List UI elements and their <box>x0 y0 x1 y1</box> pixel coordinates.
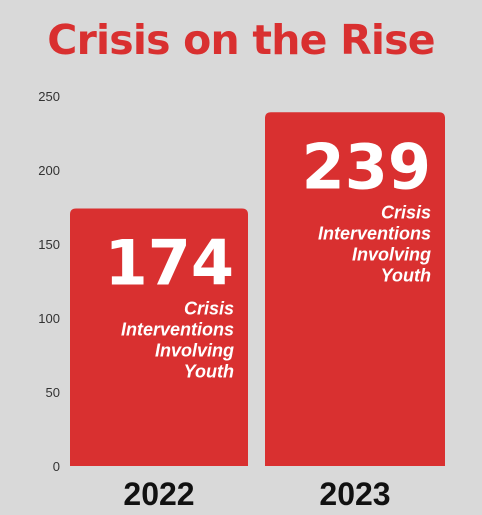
bar-sublabel-line: Youth <box>184 361 234 381</box>
bar-2023 <box>265 112 445 466</box>
bar-2022 <box>70 208 248 467</box>
bar-sublabel-line: Involving <box>352 244 431 264</box>
y-tick-label: 200 <box>38 163 60 178</box>
y-tick-label: 50 <box>46 385 60 400</box>
bar-sublabel-line: Youth <box>381 265 431 285</box>
chart-title: Crisis on the Rise <box>47 16 435 64</box>
bar-sublabel-line: Involving <box>155 340 234 360</box>
bar-sublabel-line: Crisis <box>381 202 431 222</box>
bar-sublabel-line: Interventions <box>121 319 234 339</box>
y-tick-label: 100 <box>38 311 60 326</box>
y-tick-label: 250 <box>38 89 60 104</box>
x-category-label: 2022 <box>123 476 194 512</box>
x-category-label: 2023 <box>319 476 390 512</box>
bar-sublabel-line: Interventions <box>318 223 431 243</box>
y-tick-label: 150 <box>38 237 60 252</box>
bar-value-label: 239 <box>302 130 431 203</box>
bar-sublabel-line: Crisis <box>184 298 234 318</box>
bar-value-label: 174 <box>105 226 234 299</box>
y-tick-label: 0 <box>53 459 60 474</box>
